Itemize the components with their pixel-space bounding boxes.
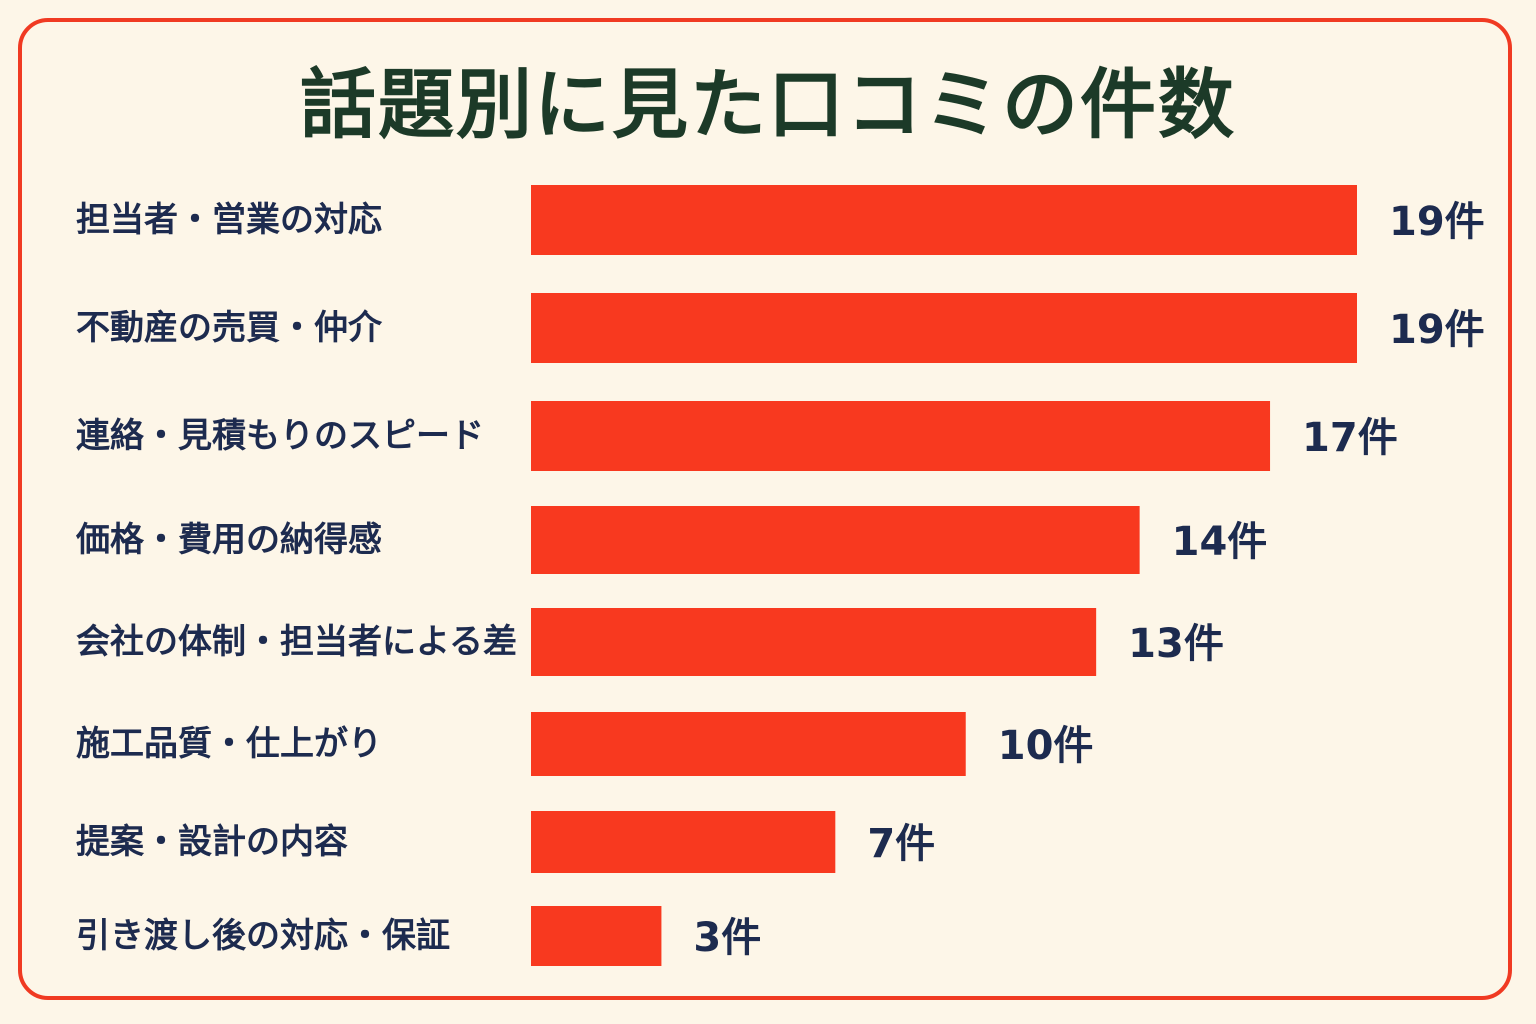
- value-label: 19件: [1389, 307, 1485, 353]
- category-label: 施工品質・仕上がり: [76, 724, 382, 764]
- bar: [531, 401, 1271, 471]
- bar: [531, 185, 1357, 255]
- value-label: 3件: [693, 915, 761, 961]
- value-labels: 19件 19件 17件 14件 13件 10件 7件 3件: [693, 199, 1484, 961]
- bar: [531, 712, 966, 776]
- category-labels: 担当者・営業の対応不動産の売買・仲介連絡・見積もりのスピード価格・費用の納得感会…: [75, 200, 517, 956]
- category-label: 会社の体制・担当者による差: [76, 622, 517, 662]
- bar: [531, 906, 662, 966]
- value-label: 10件: [998, 723, 1094, 769]
- bars: [531, 185, 1357, 966]
- bar: [531, 293, 1357, 363]
- category-label: 提案・設計の内容: [76, 822, 348, 862]
- bar: [531, 506, 1140, 574]
- bar: [531, 608, 1097, 676]
- category-label: 連絡・見積もりのスピード: [76, 416, 484, 456]
- chart-title: 話題別に見た口コミの件数: [300, 60, 1236, 149]
- category-label: 引き渡し後の対応・保証: [76, 916, 450, 956]
- category-label: 価格・費用の納得感: [75, 520, 382, 560]
- value-label: 19件: [1389, 199, 1485, 245]
- value-label: 17件: [1302, 415, 1398, 461]
- category-label: 不動産の売買・仲介: [76, 308, 383, 348]
- value-label: 7件: [867, 821, 935, 867]
- value-label: 13件: [1128, 621, 1224, 667]
- bar: [531, 811, 836, 873]
- category-label: 担当者・営業の対応: [76, 200, 382, 240]
- value-label: 14件: [1172, 519, 1268, 565]
